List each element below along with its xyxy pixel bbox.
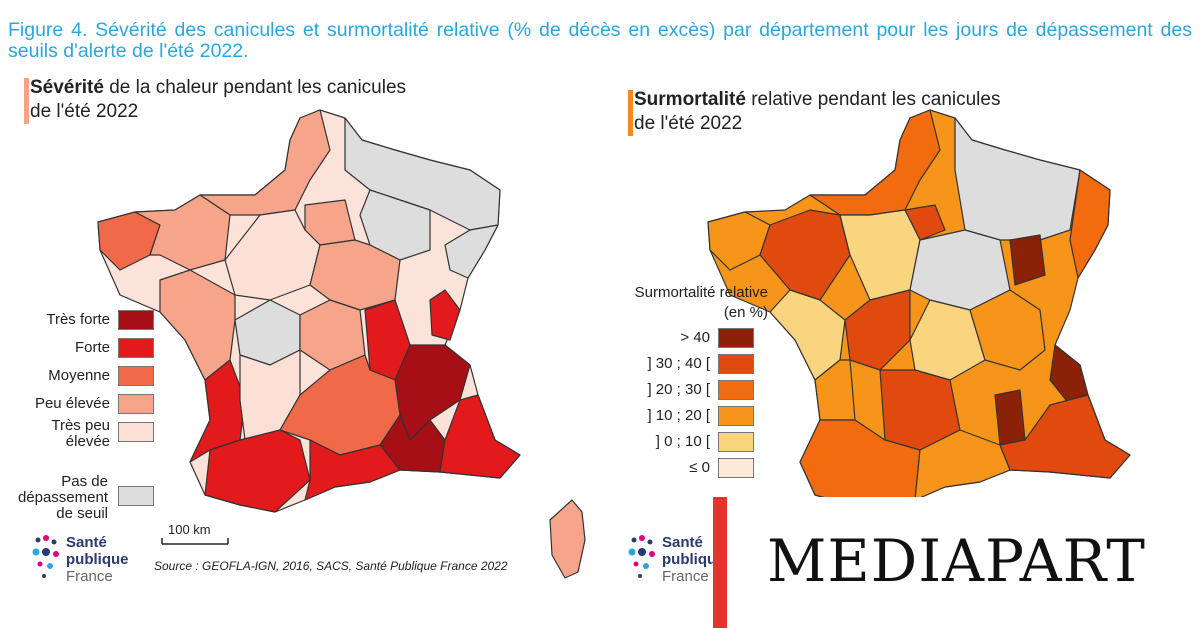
right-legend-label-1: > 40 (680, 329, 710, 346)
left-logo: Santé publique France (26, 522, 146, 594)
left-france-map (97, 109, 586, 579)
left-region-languedoc (304, 439, 401, 501)
left-region-corse (549, 499, 586, 579)
right-france-map (707, 109, 1131, 513)
left-region-ouest (134, 194, 231, 271)
right-logo-line3: France (662, 568, 709, 585)
mediapart-red-bar (713, 497, 727, 628)
right-legend-swatch-3 (718, 380, 754, 400)
logo-dots-icon (32, 535, 59, 578)
left-source: Source : GEOFLA-IGN, 2016, SACS, Santé P… (154, 559, 508, 573)
right-logo-line1: Santé (662, 534, 703, 551)
right-title-line2: de l'été 2022 (634, 113, 743, 134)
figure-title: Figure 4. Sévérité des canicules et surm… (8, 19, 1192, 62)
left-legend-swatch-5 (118, 422, 154, 442)
left-legend-swatch-4 (118, 394, 154, 414)
mediapart-watermark: MEDIAPART (713, 497, 1200, 628)
left-legend-no-exceedance-swatch (118, 486, 154, 506)
left-legend-swatch-2 (118, 338, 154, 358)
right-logo-dots-icon (628, 535, 655, 578)
right-legend-label-6: ≤ 0 (689, 459, 710, 476)
left-region-normandie (199, 109, 331, 216)
left-region-alsace (444, 224, 499, 279)
logo-line1: Santé (66, 534, 107, 551)
left-scale-bar (161, 538, 229, 545)
right-region-rhone (969, 289, 1046, 371)
right-region-champagne (1009, 234, 1046, 286)
right-panel-title: Surmortalité relative pendant les canicu… (628, 88, 1001, 136)
right-region-alsace (1069, 169, 1111, 279)
right-legend-label-3: ] 20 ; 30 [ (647, 381, 710, 398)
right-title-rest: relative pendant les canicules (745, 89, 1001, 110)
right-title-accent (628, 90, 633, 136)
right-logo: Santé publique France (622, 522, 714, 594)
left-legend-label-4: Peu élevée (34, 395, 110, 412)
left-scale-label: 100 km (168, 522, 211, 537)
right-legend-swatch-2 (718, 354, 754, 374)
left-region-alpes-nord (429, 289, 461, 341)
left-legend-swatch-3 (118, 366, 154, 386)
right-legend-swatch-5 (718, 432, 754, 452)
right-legend-title-unit: (en %) (723, 304, 768, 321)
right-legend-swatch-1 (718, 328, 754, 348)
logo-line3: France (66, 568, 113, 585)
right-region-pays-loire (759, 209, 851, 301)
right-legend-title: Surmortalité relative (634, 284, 768, 301)
left-legend-label-1: Très forte (46, 311, 110, 328)
right-region-provence (999, 394, 1131, 479)
left-legend-label-5: Très peu élevée (51, 417, 110, 450)
mediapart-logo-text: MEDIAPART (767, 527, 1146, 595)
left-title-accent (24, 78, 29, 124)
right-region-est-grey (954, 117, 1081, 241)
left-title-line2: de l'été 2022 (30, 101, 139, 122)
left-panel-title: Sévérité de la chaleur pendant les canic… (24, 76, 407, 124)
right-logo-text: Santé publique France (662, 534, 714, 585)
left-logo-text: Santé publique France (66, 534, 129, 585)
left-legend-label-3: Moyenne (48, 367, 110, 384)
left-legend-label-2: Forte (74, 339, 110, 356)
right-legend-label-5: ] 0 ; 10 [ (655, 433, 710, 450)
left-region-est-grey2 (359, 189, 431, 261)
left-title-rest: de la chaleur pendant les canicules (103, 77, 407, 98)
right-legend-swatch-4 (718, 406, 754, 426)
logo-line2: publique (66, 551, 129, 568)
left-legend-no-exceedance-label: Pas de dépassement de seuil (17, 473, 108, 522)
right-legend-swatch-6 (718, 458, 754, 478)
right-region-poitou (769, 289, 846, 381)
right-legend-label-2: ] 30 ; 40 [ (647, 355, 710, 372)
left-legend-swatch-1 (118, 310, 154, 330)
right-logo-line2: publique (662, 551, 714, 568)
right-title-bold: Surmortalité (634, 89, 746, 110)
right-legend-label-4: ] 10 ; 20 [ (647, 407, 710, 424)
right-region-drome (994, 389, 1026, 446)
left-region-cote-azur (439, 394, 521, 479)
right-region-aquitaine (814, 359, 856, 421)
left-title-bold: Sévérité (30, 77, 104, 98)
